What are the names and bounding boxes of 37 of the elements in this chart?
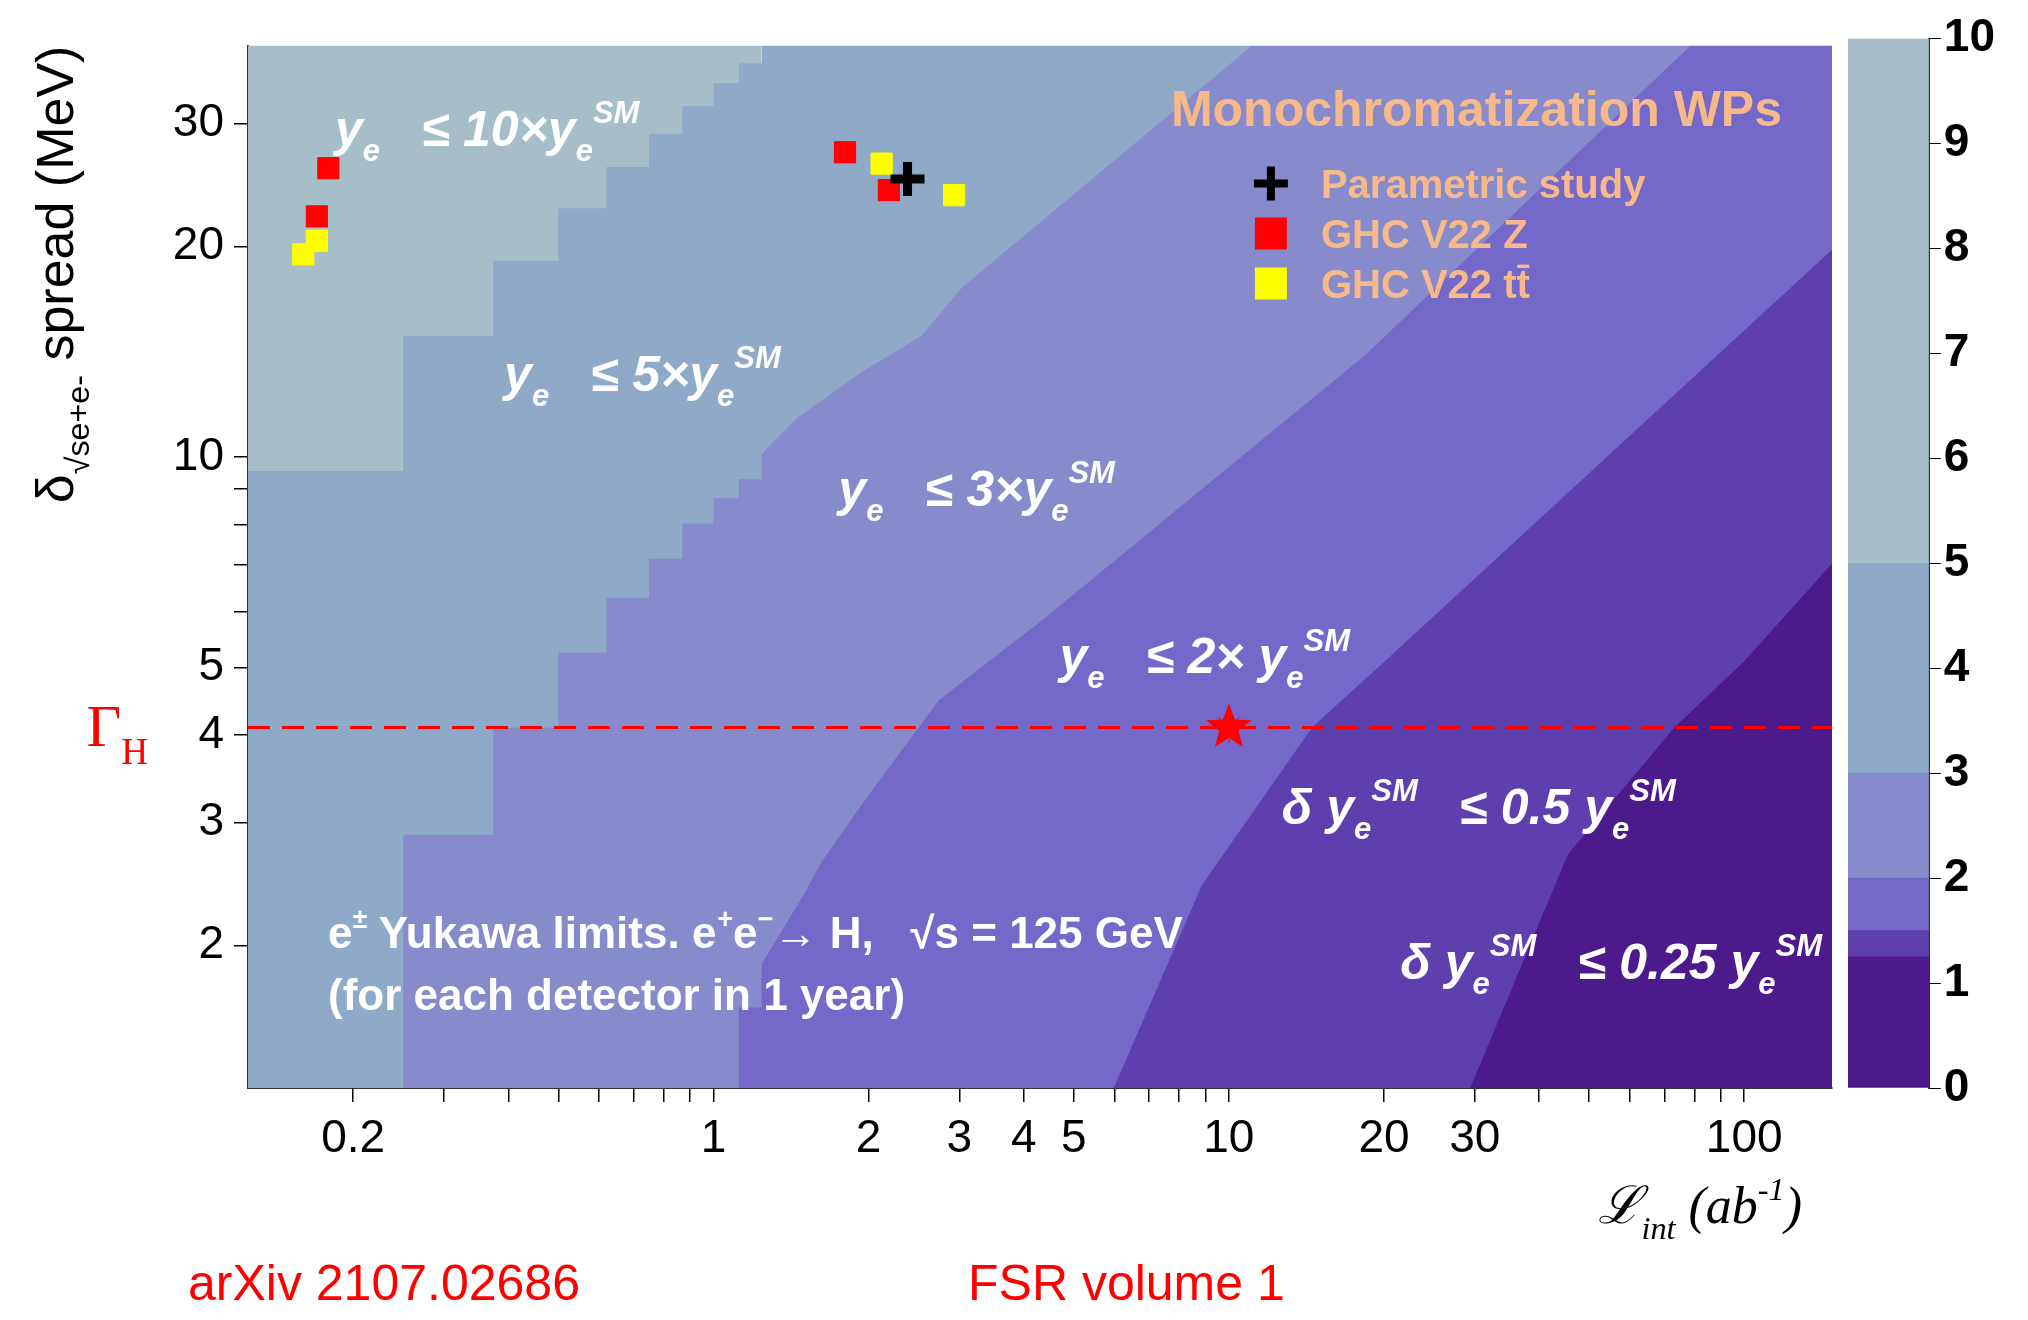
text: arXiv 2107.02686 [188, 1255, 580, 1311]
y-tick-label: 5 [1943, 533, 1970, 586]
x-tick-label: 20 [1358, 1110, 1410, 1163]
y-tick-label: 4 [198, 705, 224, 758]
x-tick-label: 1 [700, 1110, 727, 1163]
y-axis-title: δ√se+e- spread (MeV) [26, 45, 96, 504]
x-tick-label: 5 [1060, 1110, 1087, 1163]
y-tick-label: 7 [1943, 324, 1970, 377]
annotation: (for each detector in 1 year) [328, 970, 906, 1019]
x-tick-label: 10 [1203, 1110, 1255, 1163]
y-tick-label: 10 [172, 427, 224, 480]
x-tick-label: 100 [1705, 1110, 1783, 1163]
legend-label: GHC V22 Z [1320, 211, 1528, 256]
y-tick-label: 4 [1943, 638, 1970, 691]
x-tick-label: 0.2 [321, 1110, 386, 1163]
y-tick-label: 1 [1943, 953, 1970, 1006]
x-tick-label: 30 [1449, 1110, 1501, 1163]
y-tick-label: 10 [1943, 9, 1996, 62]
y-tick-label: 8 [1943, 219, 1970, 272]
y-tick-label: 9 [1943, 114, 1970, 167]
x-tick-label: 3 [946, 1110, 973, 1163]
y-tick-label: 30 [172, 94, 224, 147]
y-tick-label: 20 [172, 217, 224, 270]
x-tick-label: 2 [855, 1110, 882, 1163]
y-tick-label: 0 [1943, 1058, 1970, 1111]
legend-label: Parametric study [1320, 161, 1647, 206]
y-tick-label: 3 [1943, 743, 1970, 796]
y-tick-label: 2 [198, 916, 224, 969]
x-tick-label: 4 [1010, 1110, 1037, 1163]
y-tick-label: 3 [198, 793, 224, 846]
y-tick-label: 5 [198, 638, 224, 691]
legend-title: Monochromatization WPs [1170, 80, 1782, 137]
annotation: e± Yukawa limits. e+e−→ H, √s = 125 GeV [328, 903, 1184, 957]
legend-label: GHC V22 tt̄ [1320, 261, 1530, 306]
text: FSR volume 1 [968, 1255, 1285, 1311]
y-tick-label: 6 [1943, 429, 1970, 482]
y-tick-label: 2 [1943, 848, 1970, 901]
